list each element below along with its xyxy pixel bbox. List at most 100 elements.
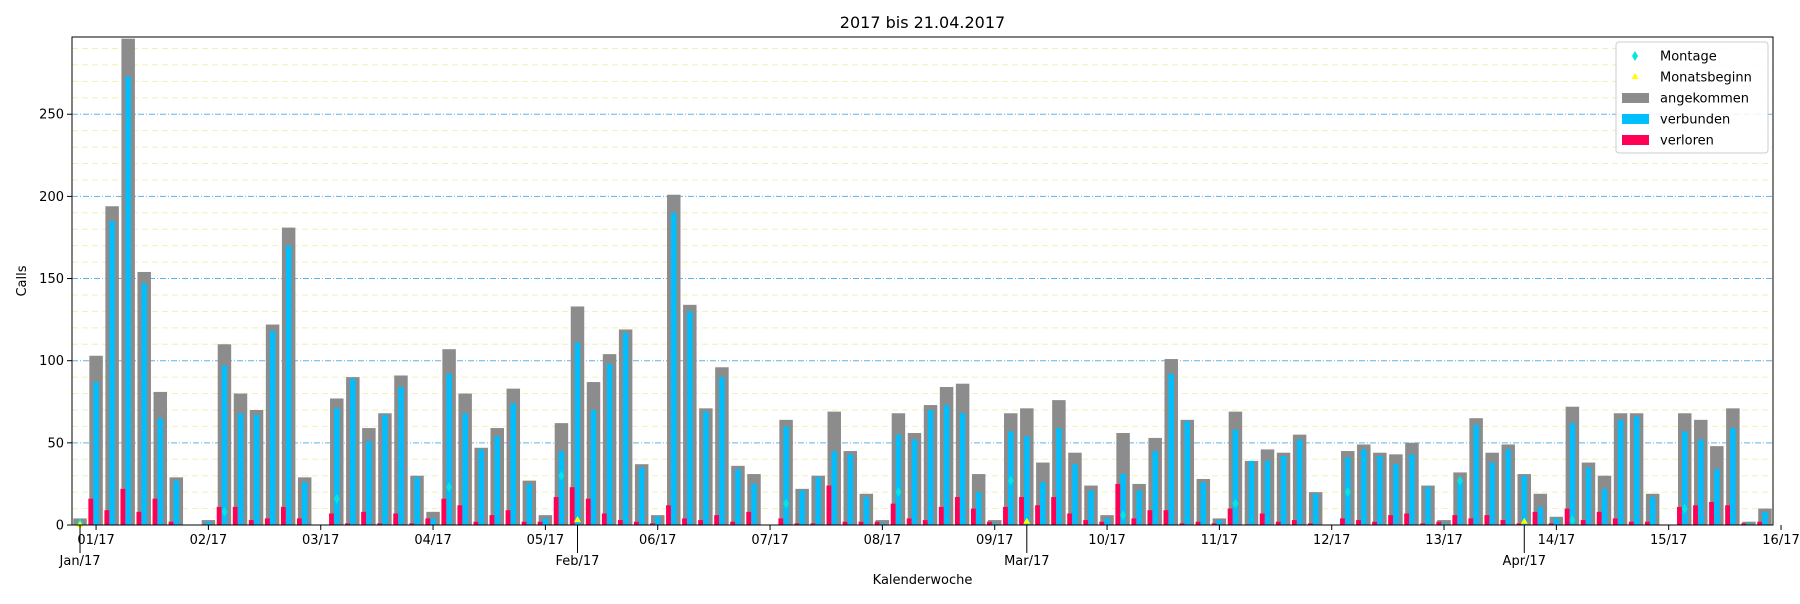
verbunden-bar — [1762, 511, 1768, 525]
verbunden-bar — [558, 451, 565, 525]
verloren-bar — [1372, 521, 1377, 525]
verbunden-bar — [847, 454, 854, 525]
verbunden-bar — [1633, 416, 1640, 525]
verloren-bar — [505, 510, 511, 525]
verbunden-bar — [350, 378, 356, 525]
axes: 0 50 100 150 200 250 01/17 02/17 03/17 04/17 05/17… — [39, 108, 1800, 569]
verbunden-bar — [590, 409, 597, 525]
verbunden-bar — [783, 426, 789, 525]
verbunden-bar — [606, 363, 613, 525]
montage-marker — [1457, 475, 1464, 486]
verbunden-bar — [1457, 482, 1463, 525]
verbunden-bar — [109, 221, 115, 526]
verbunden-bar — [1553, 518, 1560, 525]
verloren-bar — [1259, 513, 1265, 525]
verbunden-bar — [125, 76, 131, 526]
legend-label: Monatsbeginn — [1660, 71, 1752, 86]
angekommen-bar — [875, 520, 890, 525]
verloren-bar — [970, 508, 976, 525]
verbunden-bar — [1682, 431, 1688, 525]
verloren-bar — [1484, 515, 1490, 525]
verloren-bar — [489, 515, 495, 525]
verbunden-bar — [1617, 419, 1624, 525]
x-week-tick-label: 10/17 — [1088, 533, 1125, 548]
verbunden-bar — [1200, 482, 1207, 525]
x-week-tick-label: 05/17 — [527, 533, 564, 548]
verbunden-bar — [1248, 460, 1255, 525]
verbunden-bar — [1649, 497, 1656, 525]
verbunden-bar — [157, 418, 163, 525]
montage-marker — [446, 482, 453, 493]
verbunden-bar — [382, 414, 388, 525]
montage-marker — [221, 506, 228, 517]
x-week-tick-label: 15/17 — [1650, 533, 1687, 548]
verloren-bar — [1580, 520, 1586, 525]
verloren-bar — [954, 497, 960, 525]
legend-montage-icon — [1632, 51, 1638, 61]
verbunden-bar — [1296, 439, 1303, 525]
verbunden-bar — [1393, 464, 1399, 525]
verbunden-bar — [719, 377, 725, 525]
verloren-bar — [425, 518, 431, 525]
verbunden-bar — [735, 469, 741, 525]
verbunden-bar — [1168, 373, 1174, 525]
verloren-bar — [1227, 508, 1233, 525]
x-week-tick-label: 16/17 — [1762, 533, 1799, 548]
x-week-tick-label: 08/17 — [864, 533, 901, 548]
verbunden-bar — [1024, 436, 1030, 525]
x-week-tick-label: 11/17 — [1201, 533, 1238, 548]
verloren-bar — [409, 523, 415, 525]
verloren-bar — [1468, 518, 1474, 525]
verbunden-bar — [687, 311, 693, 525]
verbunden-bar — [253, 414, 260, 525]
verloren-bar — [1596, 511, 1602, 525]
verbunden-bar — [205, 521, 212, 525]
verloren-bar — [842, 521, 848, 525]
verbunden-bar — [1152, 451, 1158, 525]
verbunden-bar — [366, 441, 372, 525]
verbunden-bar — [398, 386, 404, 525]
verbunden-bar — [1489, 462, 1495, 525]
verbunden-bar — [1569, 423, 1576, 525]
y-tick-label: 200 — [39, 190, 64, 205]
verloren-bar — [1452, 515, 1458, 525]
verbunden-bar — [1714, 469, 1720, 525]
verloren-bar — [650, 523, 655, 525]
verloren-bar — [393, 513, 399, 525]
verbunden-bar — [1377, 455, 1383, 525]
verloren-bar — [1051, 497, 1057, 525]
verloren-bar — [585, 498, 591, 525]
verloren-bar — [1612, 518, 1618, 525]
verloren-bar — [248, 520, 254, 525]
verloren-bar — [88, 498, 94, 525]
verbunden-bar — [285, 245, 292, 525]
verbunden-bar — [1361, 449, 1367, 525]
legend-label: verbunden — [1660, 113, 1730, 128]
verbunden-bar — [1312, 493, 1319, 525]
verbunden-bar — [1409, 454, 1415, 525]
montage-marker — [1232, 498, 1239, 509]
verloren-bar — [1147, 510, 1153, 525]
verbunden-bar — [1280, 455, 1287, 525]
x-week-tick-label: 09/17 — [976, 533, 1013, 548]
verbunden-bar — [462, 413, 468, 525]
verbunden-bar — [863, 497, 870, 525]
x-week-tick-label: 13/17 — [1425, 533, 1462, 548]
verbunden-bar — [1232, 429, 1239, 525]
verloren-bar — [1436, 521, 1442, 525]
verloren-bar — [746, 511, 752, 525]
monatsbeginn-marker — [1520, 517, 1528, 524]
monatsbeginn-marker — [1023, 517, 1031, 524]
montage-marker — [1681, 503, 1688, 514]
verloren-bar — [633, 521, 639, 525]
verloren-bar — [345, 523, 350, 525]
verloren-bar — [826, 485, 832, 525]
verbunden-bar — [799, 490, 805, 525]
verbunden-bar — [1040, 482, 1046, 525]
verloren-bar — [553, 497, 559, 525]
verloren-bar — [1532, 511, 1538, 525]
verbunden-bar — [1601, 488, 1608, 525]
y-tick-label: 250 — [39, 108, 64, 123]
verloren-bar — [1548, 523, 1554, 525]
